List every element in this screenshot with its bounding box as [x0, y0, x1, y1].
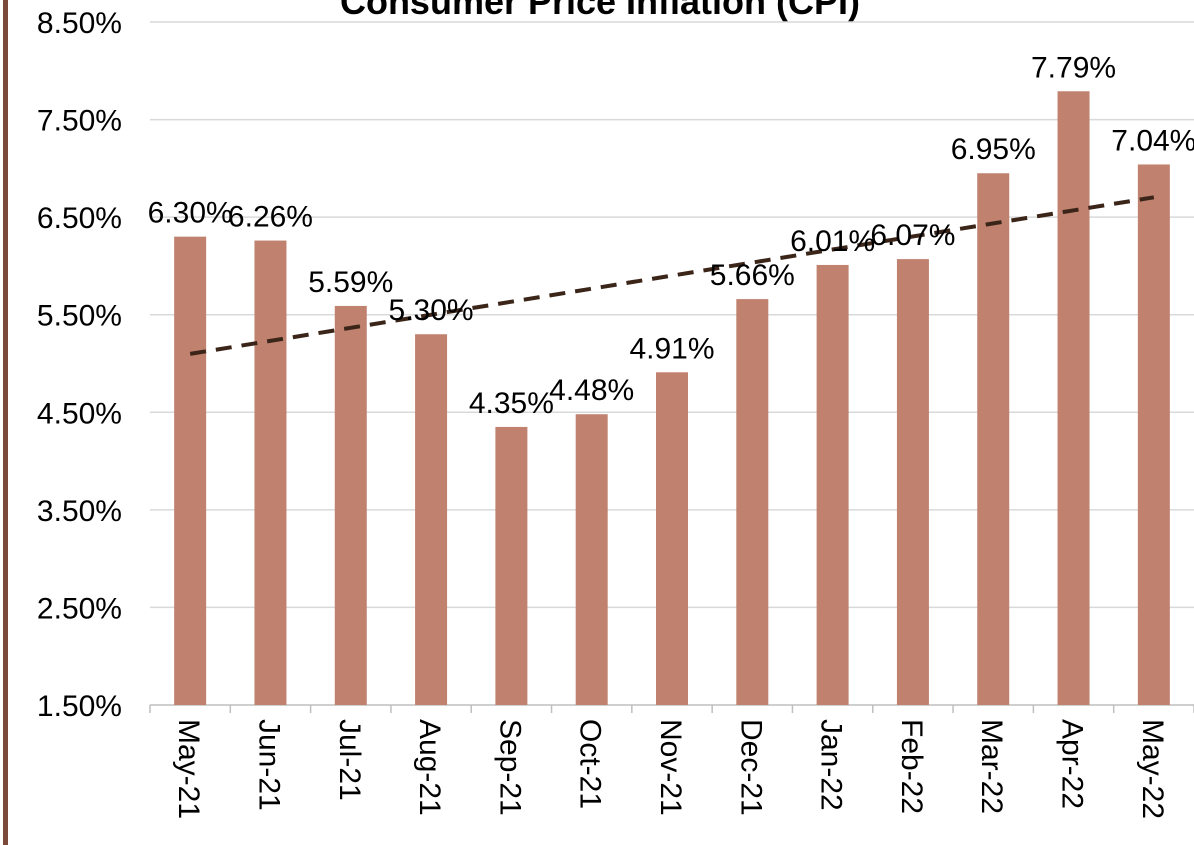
x-tick-label: Aug-21	[413, 719, 446, 816]
data-label: 6.30%	[148, 197, 233, 230]
data-label: 5.59%	[308, 266, 393, 299]
data-label: 7.79%	[1031, 51, 1116, 84]
bar	[1137, 164, 1170, 705]
bar	[174, 236, 207, 705]
x-tick-label: Sep-21	[493, 719, 526, 816]
y-tick-label: 2.50%	[37, 592, 122, 625]
x-tick-label: Dec-21	[734, 719, 767, 816]
x-tick-label: Jul-21	[333, 719, 366, 801]
bar	[495, 426, 528, 705]
data-label: 6.95%	[951, 133, 1036, 166]
bar	[415, 334, 448, 705]
data-label: 5.66%	[710, 259, 795, 292]
x-tick-label: Mar-22	[975, 719, 1008, 814]
x-tick-label: Jun-21	[252, 719, 285, 811]
data-label: 6.26%	[228, 201, 313, 234]
trendline	[189, 195, 1155, 356]
left-border	[3, 0, 8, 845]
x-tick-label: May-21	[172, 719, 205, 819]
data-label: 7.04%	[1111, 124, 1194, 157]
x-tick-label: Jan-22	[815, 719, 848, 811]
bar	[1057, 91, 1090, 706]
x-tick-label: Feb-22	[895, 719, 928, 814]
x-tick-label: May-22	[1136, 719, 1169, 819]
data-label: 5.30%	[389, 294, 474, 327]
data-label: 4.91%	[629, 332, 714, 365]
bar	[977, 173, 1010, 705]
y-tick-label: 5.50%	[37, 300, 122, 333]
chart-title: Consumer Price Inflation (CPI)	[340, 0, 860, 22]
y-tick-label: 7.50%	[37, 105, 122, 138]
y-tick-label: 8.50%	[37, 7, 122, 40]
bar	[575, 414, 608, 705]
x-tick-label: Oct-21	[574, 719, 607, 809]
data-label: 6.01%	[790, 225, 875, 258]
y-tick-label: 6.50%	[37, 202, 122, 235]
bar	[334, 305, 367, 705]
data-label: 4.35%	[469, 387, 554, 420]
x-tick-label: Nov-21	[654, 719, 687, 816]
bar	[254, 240, 287, 705]
bar	[736, 299, 769, 705]
data-label: 6.07%	[870, 219, 955, 252]
bar	[896, 259, 929, 705]
x-tick-label: Apr-22	[1056, 719, 1089, 809]
bar	[816, 264, 849, 705]
y-tick-label: 4.50%	[37, 397, 122, 430]
data-label: 4.48%	[549, 374, 634, 407]
bar	[656, 372, 688, 705]
y-tick-label: 3.50%	[37, 495, 122, 528]
y-tick-label: 1.50%	[37, 690, 122, 723]
